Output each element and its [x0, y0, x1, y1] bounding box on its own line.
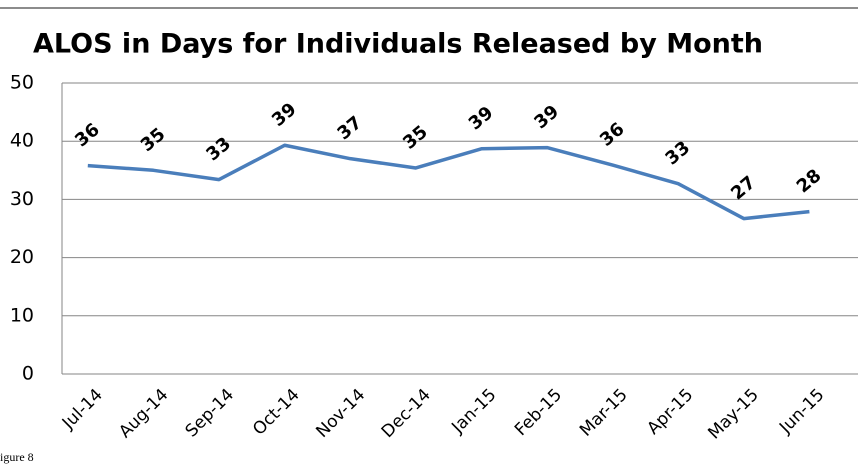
- figure-caption: igure 8: [0, 450, 34, 464]
- x-tick-label: Mar-15: [576, 385, 632, 441]
- y-tick-label: 0: [22, 363, 34, 385]
- x-tick-label: Jun-15: [775, 385, 828, 438]
- data-label: 37: [334, 112, 367, 144]
- x-tick-label: Oct-14: [249, 385, 304, 440]
- data-label: 28: [793, 165, 826, 197]
- data-label: 39: [530, 101, 563, 133]
- x-tick-label: Apr-15: [643, 385, 697, 439]
- x-tick-label: Sep-14: [182, 385, 238, 441]
- data-label: 35: [137, 124, 170, 156]
- data-label: 36: [596, 119, 629, 151]
- data-line: [87, 143, 810, 221]
- x-tick-label: Jan-15: [447, 385, 500, 438]
- data-label: 36: [71, 119, 104, 151]
- y-tick-label: 30: [10, 188, 34, 210]
- y-tick-label: 50: [10, 72, 34, 94]
- data-label: 33: [202, 133, 235, 165]
- data-label: 33: [662, 137, 695, 169]
- x-tick-label: Aug-14: [115, 385, 172, 442]
- chart-title: ALOS in Days for Individuals Released by…: [33, 29, 763, 60]
- data-label: 39: [268, 99, 301, 131]
- data-label: 35: [399, 121, 432, 153]
- x-tick-label: Nov-14: [312, 385, 369, 442]
- y-tick-label: 20: [10, 246, 34, 268]
- x-tick-label: Jul-14: [58, 385, 107, 434]
- x-tick-label: May-15: [704, 385, 762, 443]
- data-label: 39: [465, 102, 498, 134]
- x-tick-label: Dec-14: [378, 385, 435, 442]
- y-tick-label: 10: [10, 304, 34, 326]
- y-tick-label: 40: [10, 130, 34, 152]
- x-tick-label: Feb-15: [511, 385, 566, 440]
